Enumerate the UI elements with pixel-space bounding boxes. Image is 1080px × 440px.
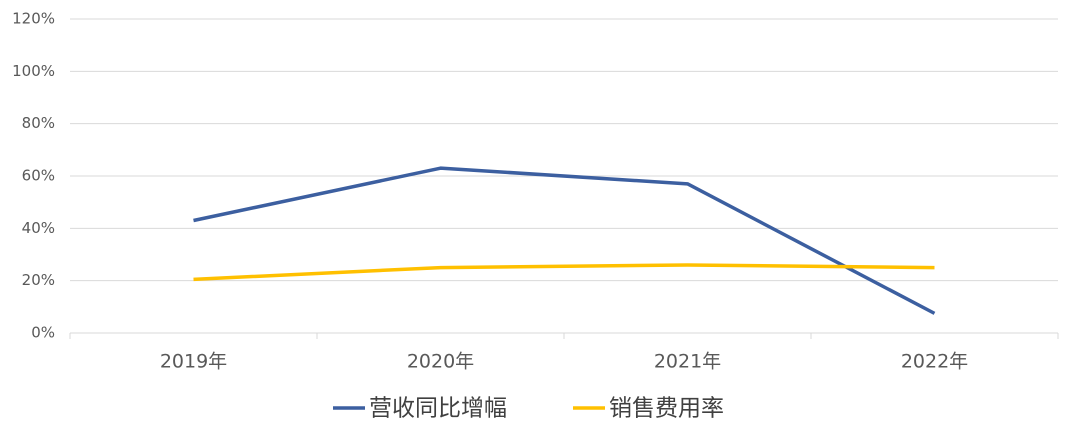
y-tick-label: 120%	[12, 10, 55, 28]
x-tick-label: 2020年	[407, 351, 474, 373]
y-tick-label: 0%	[31, 324, 55, 342]
x-tick-label: 2019年	[160, 351, 227, 373]
y-tick-label: 20%	[22, 271, 55, 289]
y-tick-label: 40%	[22, 219, 55, 237]
series-line	[193, 263, 935, 282]
legend-label: 营收同比增幅	[369, 396, 507, 422]
y-tick-label: 60%	[22, 167, 55, 185]
x-tick-label: 2022年	[901, 351, 968, 373]
legend-label: 销售费用率	[609, 396, 724, 422]
y-tick-label: 100%	[12, 62, 55, 80]
x-tick-label: 2021年	[654, 351, 721, 373]
y-tick-label: 80%	[22, 114, 55, 132]
series-line	[193, 166, 936, 315]
